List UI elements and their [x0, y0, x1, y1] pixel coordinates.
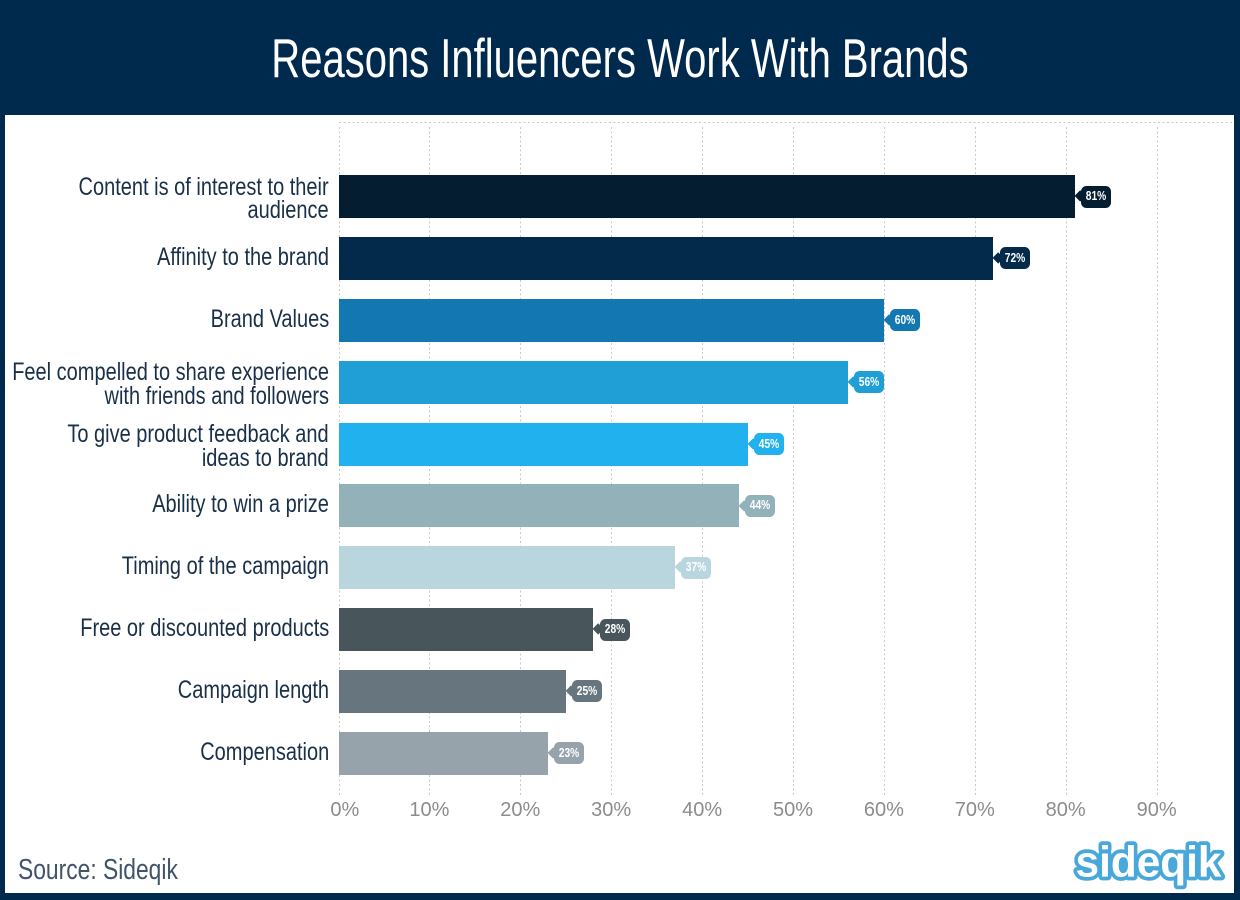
svg-text:sideqik: sideqik	[1076, 838, 1223, 887]
